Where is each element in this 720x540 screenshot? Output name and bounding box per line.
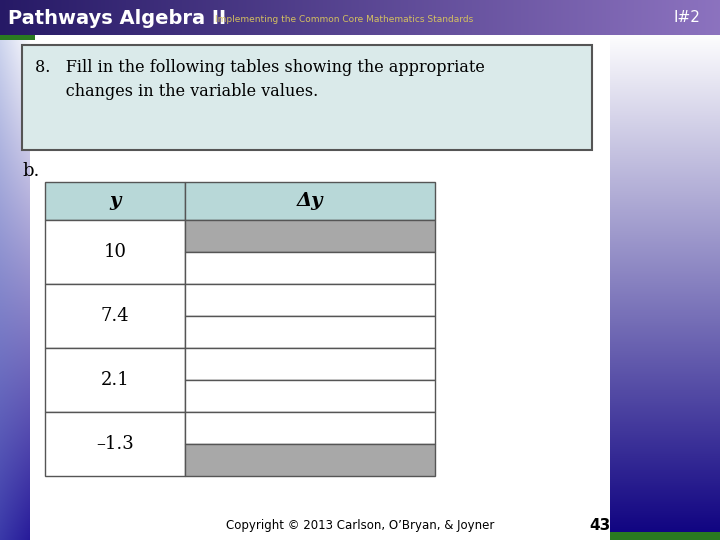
Text: 43: 43	[590, 517, 611, 532]
Bar	[45, 412, 185, 476]
Text: 8.   Fill in the following tables showing the appropriate: 8. Fill in the following tables showing …	[35, 58, 485, 76]
Bar	[185, 380, 435, 412]
Text: y: y	[109, 192, 121, 210]
Bar	[610, 532, 720, 540]
Bar	[0, 35, 35, 40]
Text: b.: b.	[22, 162, 40, 180]
Bar	[185, 444, 435, 476]
Bar	[185, 182, 435, 220]
Text: 7.4: 7.4	[101, 307, 130, 325]
Text: Δy: Δy	[297, 192, 323, 210]
Text: Implementing the Common Core Mathematics Standards: Implementing the Common Core Mathematics…	[215, 15, 473, 24]
Text: changes in the variable values.: changes in the variable values.	[35, 84, 318, 100]
Bar	[185, 316, 435, 348]
Bar	[45, 182, 185, 220]
Text: Pathways Algebra II: Pathways Algebra II	[8, 9, 226, 28]
Bar	[185, 252, 435, 284]
Bar	[45, 220, 185, 284]
Text: I#2: I#2	[673, 10, 700, 25]
Bar	[185, 220, 435, 252]
Bar	[185, 412, 435, 444]
Text: –1.3: –1.3	[96, 435, 134, 453]
Bar	[185, 284, 435, 316]
Text: 2.1: 2.1	[101, 371, 130, 389]
Bar	[45, 348, 185, 412]
Bar	[45, 284, 185, 348]
Text: 10: 10	[104, 243, 127, 261]
Text: Copyright © 2013 Carlson, O’Bryan, & Joyner: Copyright © 2013 Carlson, O’Bryan, & Joy…	[226, 518, 494, 531]
Bar	[22, 45, 592, 150]
Bar	[185, 348, 435, 380]
